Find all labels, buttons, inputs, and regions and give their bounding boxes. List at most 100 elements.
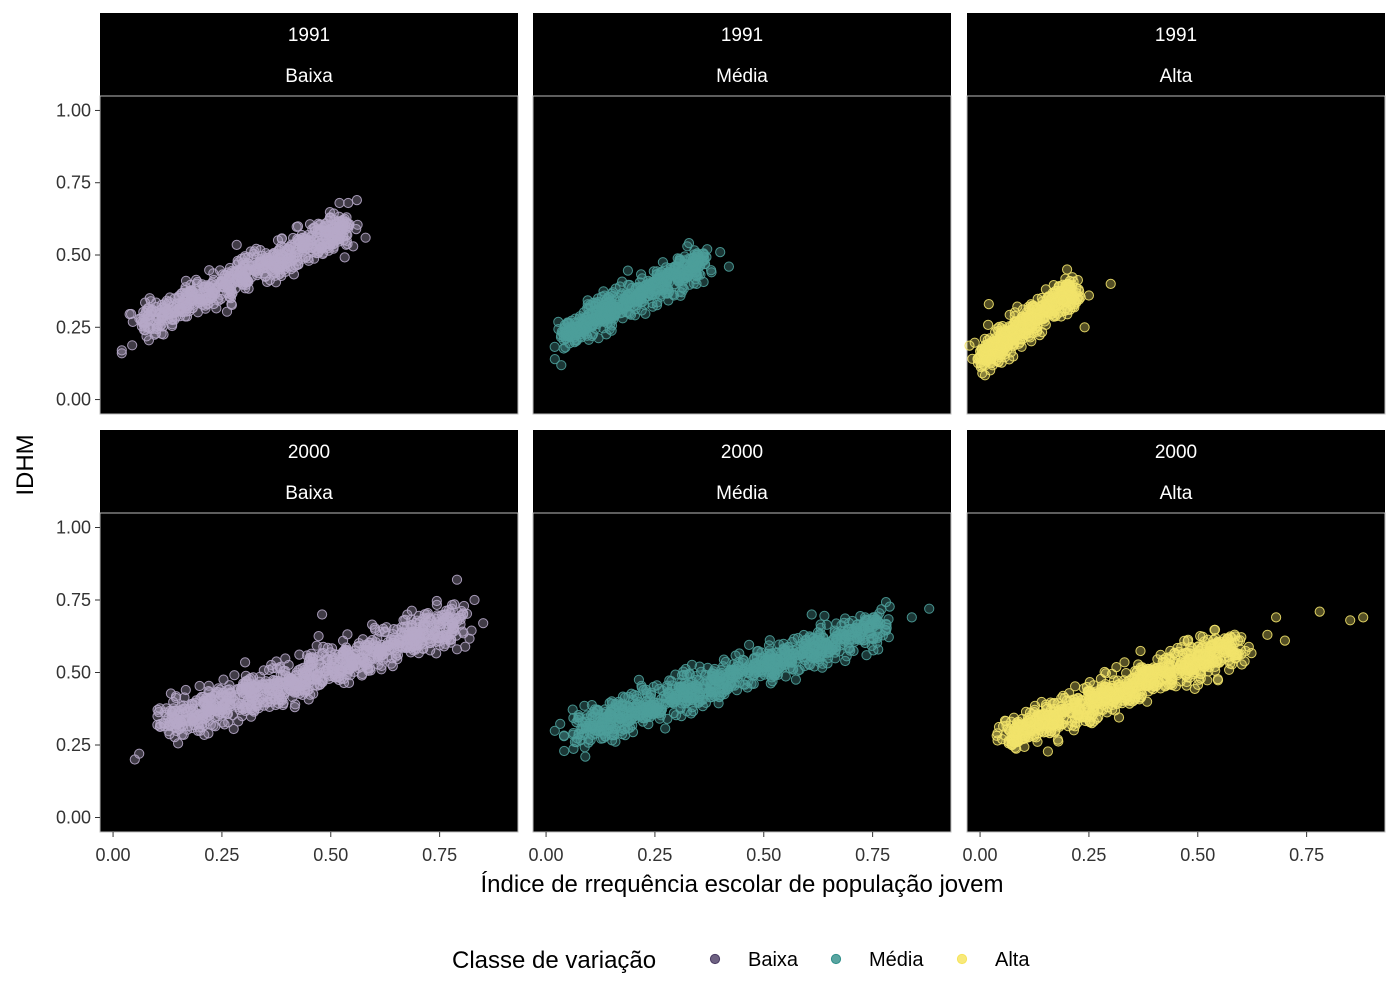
data-point	[778, 643, 789, 654]
data-point	[323, 216, 334, 227]
data-point	[657, 257, 669, 268]
x-tick-label: 0.50	[746, 845, 781, 865]
data-point	[616, 290, 627, 301]
data-point	[418, 625, 429, 636]
data-point	[478, 618, 489, 629]
data-point	[723, 261, 735, 272]
data-point	[256, 691, 267, 702]
data-point	[1061, 702, 1073, 713]
data-point	[144, 293, 155, 304]
data-point	[351, 224, 362, 235]
y-tick-label: 0.75	[56, 173, 91, 193]
data-point	[623, 279, 634, 290]
data-point	[469, 594, 480, 606]
data-point	[291, 221, 302, 232]
data-point	[231, 239, 242, 250]
data-point	[116, 345, 127, 356]
data-point	[1079, 322, 1090, 333]
data-point	[1048, 719, 1059, 730]
data-point	[559, 745, 570, 757]
data-point	[999, 327, 1011, 338]
data-point	[767, 676, 778, 687]
legend-label: Alta	[995, 949, 1030, 971]
data-point	[260, 261, 271, 272]
data-point	[715, 247, 726, 258]
data-point	[1106, 668, 1118, 679]
data-point	[1056, 693, 1067, 704]
data-point	[278, 698, 289, 709]
data-point	[604, 292, 615, 303]
data-point	[211, 282, 222, 293]
data-point	[1031, 304, 1042, 315]
data-point	[983, 319, 994, 330]
legend-title: Classe de variação	[452, 947, 656, 974]
panels-layer: 1991 Baixa 1991 Média 1991 Alta 2000 Baixa 2000 M…	[99, 13, 1386, 833]
data-point	[239, 251, 251, 262]
data-point	[323, 228, 334, 239]
data-point	[425, 614, 436, 625]
data-point	[397, 642, 408, 653]
data-point	[124, 309, 135, 320]
data-point	[694, 691, 705, 702]
data-point	[180, 275, 192, 286]
data-point	[684, 260, 695, 271]
data-point	[681, 706, 693, 717]
strip-year-label: 1991	[721, 25, 763, 46]
data-point	[1279, 635, 1291, 646]
data-point	[134, 748, 145, 759]
data-point	[201, 282, 212, 293]
data-point	[152, 711, 163, 722]
data-point	[336, 665, 347, 676]
data-point	[580, 751, 591, 762]
data-point	[606, 306, 617, 317]
data-point	[555, 718, 566, 730]
data-point	[1057, 295, 1069, 306]
data-point	[1212, 675, 1224, 686]
data-point	[308, 656, 319, 668]
data-point	[188, 713, 199, 724]
data-point	[1024, 320, 1035, 331]
data-point	[809, 661, 820, 672]
data-point	[744, 639, 755, 651]
strip-year-label: 2000	[288, 442, 330, 463]
strip-class-label: Média	[716, 66, 768, 87]
data-point	[620, 723, 631, 734]
data-point	[1047, 308, 1058, 319]
data-point	[242, 265, 253, 276]
data-point	[203, 680, 214, 691]
data-point	[706, 689, 717, 700]
data-point	[594, 310, 606, 321]
data-point	[1135, 645, 1146, 657]
data-point	[649, 699, 660, 710]
data-point	[377, 649, 389, 660]
x-tick-label: 0.75	[422, 845, 457, 865]
data-point	[671, 710, 682, 721]
data-point	[831, 618, 842, 629]
data-point	[1024, 330, 1035, 341]
data-point	[313, 631, 324, 642]
plot-background	[532, 95, 952, 415]
y-tick-label: 0.25	[56, 735, 91, 755]
data-point	[247, 693, 258, 704]
data-point	[624, 297, 636, 308]
data-point	[985, 365, 996, 376]
data-point	[1163, 679, 1174, 690]
data-point	[615, 708, 626, 719]
data-point	[790, 674, 802, 685]
data-point	[1186, 663, 1197, 674]
data-point	[1220, 647, 1232, 659]
plot-background	[966, 95, 1386, 415]
data-point	[706, 267, 717, 278]
data-point	[406, 605, 417, 616]
data-point	[1105, 278, 1116, 289]
data-point	[316, 649, 327, 660]
data-point	[194, 680, 205, 692]
data-point	[392, 624, 403, 635]
data-point	[636, 305, 647, 316]
data-point	[1066, 716, 1078, 727]
data-point	[229, 267, 241, 278]
data-point	[173, 738, 184, 749]
data-point	[815, 619, 826, 630]
data-point	[162, 298, 173, 309]
